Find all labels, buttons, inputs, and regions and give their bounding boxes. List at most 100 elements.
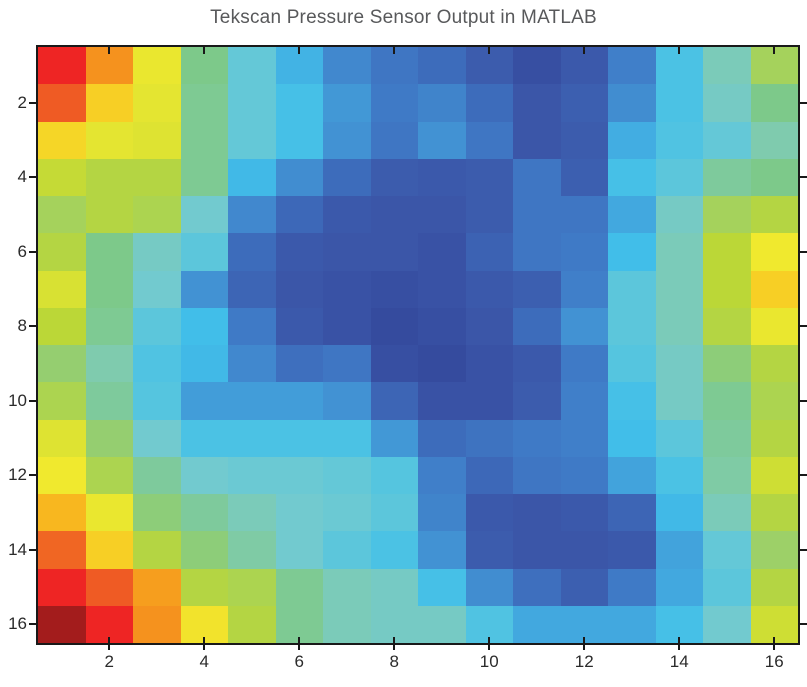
- heatmap-cell: [418, 233, 466, 271]
- heatmap-cell: [133, 345, 181, 383]
- heatmap-cell: [370, 531, 418, 569]
- heatmap-cell: [323, 568, 371, 606]
- heatmap-cell: [275, 568, 323, 606]
- heatmap-cell: [703, 233, 751, 271]
- x-tick-mark-top: [108, 47, 111, 54]
- heatmap-cell: [750, 456, 798, 494]
- heatmap-cell: [465, 456, 513, 494]
- y-tick-mark-left: [29, 325, 36, 328]
- y-tick-label: 14: [8, 539, 27, 559]
- heatmap-cell: [180, 158, 228, 196]
- heatmap-cell: [275, 531, 323, 569]
- heatmap-cell: [513, 121, 561, 159]
- heatmap-cell: [180, 84, 228, 122]
- heatmap-cell: [750, 307, 798, 345]
- heatmap-cell: [750, 345, 798, 383]
- heatmap-cell: [750, 121, 798, 159]
- heatmap-cell: [133, 531, 181, 569]
- heatmap-cell: [608, 456, 656, 494]
- heatmap-cell: [133, 419, 181, 457]
- heatmap-cell: [608, 531, 656, 569]
- x-tick-mark-bottom: [678, 637, 681, 650]
- heatmap-cell: [228, 456, 276, 494]
- heatmap-cell: [228, 158, 276, 196]
- heatmap-cell: [703, 456, 751, 494]
- heatmap-cell: [85, 456, 133, 494]
- heatmap-cell: [228, 121, 276, 159]
- heatmap-cell: [608, 494, 656, 532]
- heatmap-cell: [465, 84, 513, 122]
- x-tick-mark-top: [678, 47, 681, 54]
- heatmap-cell: [228, 345, 276, 383]
- heatmap-cell: [180, 196, 228, 234]
- heatmap-cell: [370, 307, 418, 345]
- heatmap-cell: [85, 568, 133, 606]
- heatmap-cell: [85, 531, 133, 569]
- heatmap-cell: [608, 307, 656, 345]
- x-tick-mark-top: [773, 47, 776, 54]
- heatmap-cell: [560, 605, 608, 643]
- y-tick-mark-right: [800, 623, 807, 626]
- heatmap-cell: [418, 47, 466, 85]
- y-tick-mark-left: [29, 176, 36, 179]
- heatmap-cell: [703, 158, 751, 196]
- heatmap-cell: [560, 382, 608, 420]
- heatmap-cell: [323, 345, 371, 383]
- heatmap-cell: [418, 531, 466, 569]
- heatmap-cell: [38, 605, 86, 643]
- heatmap-cell: [703, 531, 751, 569]
- heatmap-cell: [418, 494, 466, 532]
- heatmap-cell: [228, 270, 276, 308]
- heatmap-cell: [38, 196, 86, 234]
- heatmap-cell: [513, 456, 561, 494]
- heatmap-cell: [370, 456, 418, 494]
- heatmap-cell: [180, 568, 228, 606]
- heatmap-cell: [85, 158, 133, 196]
- y-tick-label: 4: [17, 167, 27, 187]
- heatmap-cell: [465, 494, 513, 532]
- heatmap-cell: [655, 419, 703, 457]
- heatmap-cell: [275, 419, 323, 457]
- heatmap-cell: [180, 494, 228, 532]
- heatmap-cell: [465, 531, 513, 569]
- y-tick-mark-left: [29, 623, 36, 626]
- heatmap-cell: [180, 456, 228, 494]
- heatmap-cell: [38, 568, 86, 606]
- heatmap-cell: [323, 531, 371, 569]
- heatmap-cell: [38, 307, 86, 345]
- heatmap-cell: [133, 196, 181, 234]
- heatmap-cell: [228, 531, 276, 569]
- heatmap-cell: [85, 419, 133, 457]
- x-tick-label: 12: [574, 652, 594, 671]
- heatmap-cell: [418, 196, 466, 234]
- heatmap-cell: [323, 605, 371, 643]
- heatmap-cell: [323, 158, 371, 196]
- heatmap-cell: [133, 605, 181, 643]
- heatmap-cell: [513, 270, 561, 308]
- heatmap-cell: [703, 419, 751, 457]
- heatmap-cell: [323, 196, 371, 234]
- x-tick-label: 8: [389, 652, 399, 671]
- heatmap-cell: [750, 419, 798, 457]
- heatmap-cell: [133, 47, 181, 85]
- y-tick-mark-left: [29, 101, 36, 104]
- heatmap-cell: [703, 568, 751, 606]
- heatmap-cell: [323, 494, 371, 532]
- x-tick-mark-top: [298, 47, 301, 54]
- heatmap-cell: [38, 345, 86, 383]
- heatmap-cell: [465, 307, 513, 345]
- x-tick-label: 10: [479, 652, 499, 671]
- heatmap-cell: [513, 233, 561, 271]
- heatmap-cell: [608, 196, 656, 234]
- heatmap-cell: [560, 494, 608, 532]
- heatmap-cell: [275, 345, 323, 383]
- heatmap-cell: [750, 84, 798, 122]
- heatmap-cell: [655, 307, 703, 345]
- heatmap-cell: [655, 456, 703, 494]
- heatmap-cell: [513, 382, 561, 420]
- heatmap-cell: [275, 382, 323, 420]
- y-tick-label: 8: [17, 316, 27, 336]
- x-tick-label: 2: [104, 652, 114, 671]
- heatmap-cell: [655, 531, 703, 569]
- x-tick-mark-bottom: [108, 637, 111, 650]
